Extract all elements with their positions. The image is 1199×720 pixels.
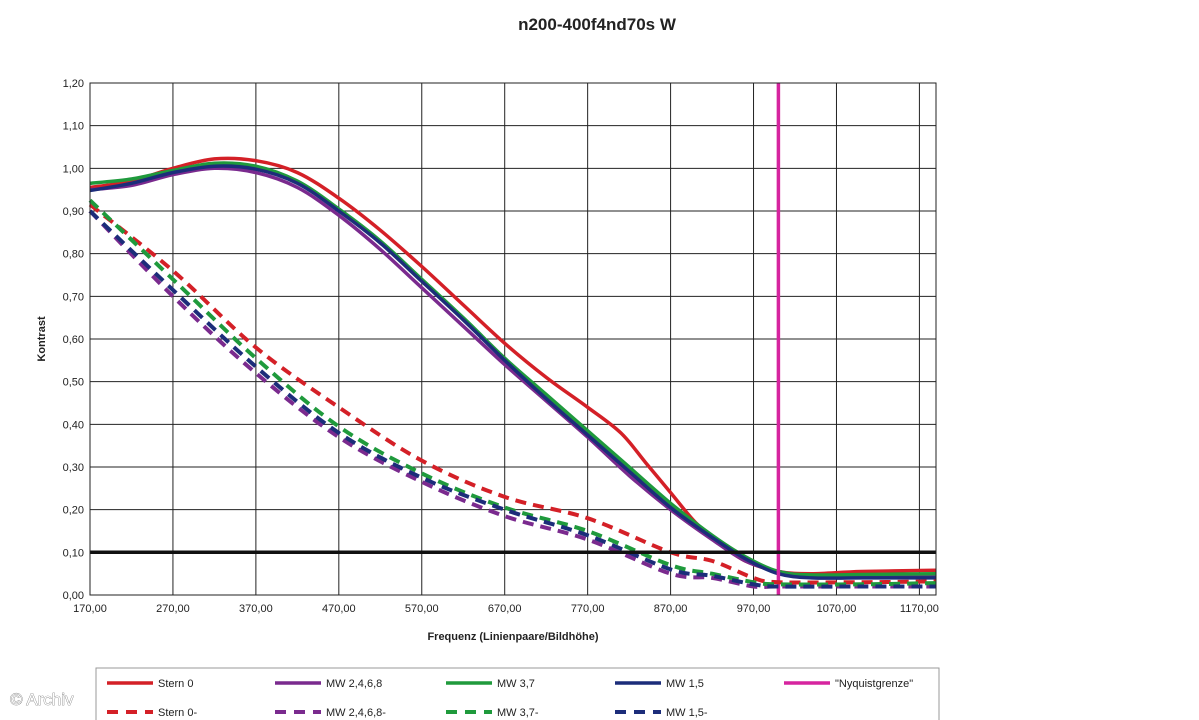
- legend-label: MW 3,7: [497, 678, 535, 690]
- x-tick-label: 270,00: [156, 603, 190, 615]
- y-tick-label: 0,80: [63, 249, 84, 261]
- series-line-mw-2-4-6-8: [89, 166, 937, 578]
- series-line-mw-1-5: [89, 164, 936, 580]
- y-tick-label: 0,40: [63, 419, 84, 431]
- series-lines: [88, 83, 937, 595]
- y-tick-label: 1,10: [63, 121, 84, 133]
- series-line-mw-3-7-dashed: [88, 198, 937, 587]
- x-tick-label: 670,00: [488, 603, 522, 615]
- y-tick-labels: 0,00 0,10 0,20 0,30 0,40 0,50 0,60 0,70 0,80 0,90…: [63, 78, 84, 602]
- x-tick-label: 970,00: [737, 603, 771, 615]
- legend-label: MW 2,4,6,8-: [326, 707, 386, 719]
- series-line-mw-2-4-6-8-dashed: [88, 209, 936, 590]
- legend-box: [95, 667, 940, 720]
- plot-frame: [89, 82, 937, 596]
- legend-label: Stern 0: [158, 678, 193, 690]
- x-tick-label: 570,00: [405, 603, 439, 615]
- x-tick-label: 170,00: [73, 603, 107, 615]
- y-tick-label: 0,10: [63, 547, 84, 559]
- x-tick-labels: 170,00 270,00 370,00 470,00 570,00 670,00 770,…: [73, 603, 939, 615]
- y-tick-label: 0,70: [63, 291, 84, 303]
- legend-label: "Nyquistgrenze": [835, 678, 913, 690]
- legend-label: MW 3,7-: [497, 707, 539, 719]
- legend-label: Stern 0-: [158, 707, 197, 719]
- y-tick-label: 1,20: [63, 78, 84, 90]
- watermark-text: © Archiv: [10, 690, 74, 709]
- x-tick-label: 1170,00: [900, 603, 939, 615]
- y-axis-label: Kontrast: [36, 316, 48, 362]
- y-tick-label: 0,90: [63, 206, 84, 218]
- x-axis-label: Frequenz (Linienpaare/Bildhöhe): [427, 631, 598, 643]
- x-tick-label: 1070,00: [817, 603, 857, 615]
- x-tick-label: 770,00: [571, 603, 605, 615]
- y-tick-label: 0,20: [63, 505, 84, 517]
- x-tick-label: 370,00: [239, 603, 273, 615]
- y-tick-label: 0,50: [63, 377, 84, 389]
- legend-label: MW 1,5-: [666, 707, 708, 719]
- legend-label: MW 1,5: [666, 678, 704, 690]
- y-tick-label: 0,00: [63, 590, 84, 602]
- series-line-stern-0-dashed: [88, 203, 937, 585]
- x-tick-label: 470,00: [322, 603, 356, 615]
- series-line-mw-1-5-dashed: [88, 209, 936, 589]
- y-tick-label: 0,60: [63, 334, 84, 346]
- legend: Stern 0 MW 2,4,6,8 MW 3,7 MW 1,5 "Nyquistgre…: [107, 678, 913, 719]
- y-tick-label: 1,00: [63, 163, 84, 175]
- x-tick-label: 870,00: [654, 603, 688, 615]
- chart-title: n200-400f4nd70s W: [518, 15, 677, 34]
- legend-label: MW 2,4,6,8: [326, 678, 382, 690]
- y-tick-label: 0,30: [63, 462, 84, 474]
